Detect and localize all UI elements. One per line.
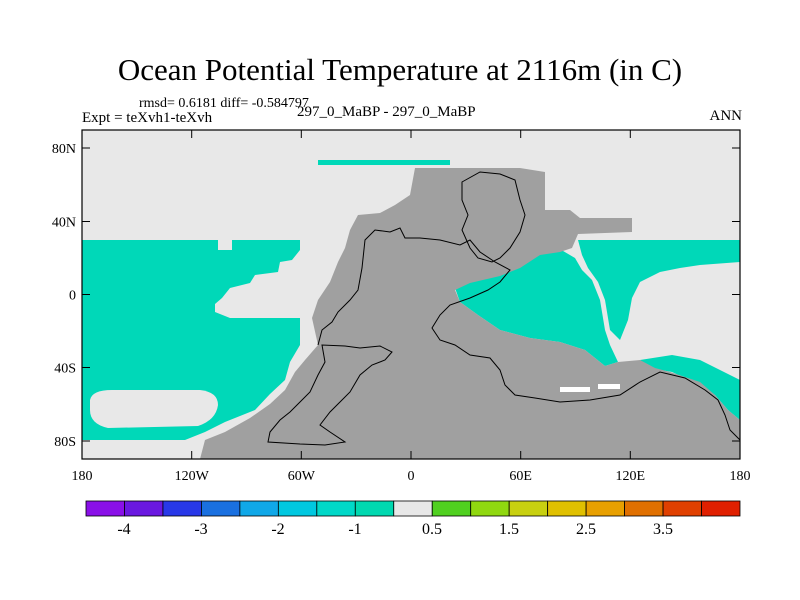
arctic-anomaly-strip [318,160,450,165]
y-tick-label: 40N [52,216,76,231]
colorbar-label: 0.5 [422,521,442,538]
coastline-americas [317,227,741,441]
x-tick-label: 120E [616,469,646,484]
y-tick-label: 80S [54,435,76,450]
colorbar-box [470,500,510,517]
stats-text: rmsd= 0.6181 diff= -0.584797 [139,96,309,111]
colorbar [85,500,741,517]
x-tick-label: 60E [509,469,532,484]
colorbar-box [624,500,664,517]
x-tick-label: 120W [175,469,210,484]
colorbar-box [431,500,472,517]
colorbar-box [239,500,279,517]
gap-2 [598,384,620,389]
colorbar-label: -2 [271,521,284,538]
anomaly-regions [82,160,740,440]
x-tick-label: 0 [408,469,415,484]
colorbar-box [354,500,395,517]
experiment-label: Expt = teXvh1-teXvh [82,110,213,126]
coastline-north [461,171,526,263]
x-tick-label: 180 [730,469,751,484]
colorbar-box [85,500,125,517]
y-tick-label: 40S [54,362,76,377]
colorbar-box [124,500,164,517]
colorbar-box [701,500,741,517]
x-tick-label: 60W [288,469,316,484]
south-pacific-patch [90,390,218,428]
colorbar-box [316,500,356,517]
season-label: ANN [709,108,743,124]
colorbar-box [662,500,702,517]
axis-ticks [81,130,741,459]
indian-ocean-anomaly [455,248,618,366]
y-tick-labels: 80N 40N 0 40S 80S [52,142,76,450]
colorbar-box [508,500,549,517]
colorbar-label: 1.5 [499,521,519,538]
colorbar-label: 3.5 [653,521,673,538]
colorbar-box [277,500,318,517]
colorbar-box [162,500,202,517]
colorbar-label: 2.5 [576,521,596,538]
colorbar-label: -4 [117,521,130,538]
colorbar-box [201,500,241,517]
colorbar-box [393,500,433,517]
colorbar-box [547,500,587,517]
colorbar-label: -1 [348,521,361,538]
coastline-south-america [267,344,393,446]
north-pacific-notch [200,236,300,250]
colorbar-label: -3 [194,521,207,538]
y-tick-label: 0 [69,289,76,304]
colorbar-box [585,500,625,517]
y-tick-label: 80N [52,142,76,157]
comparison-label: 297_0_MaBP - 297_0_MaBP [297,104,476,120]
south-indian-anomaly [640,355,740,420]
x-tick-label: 180 [72,469,93,484]
x-tick-labels: 180 120W 60W 0 60E 120E 180 [72,469,751,484]
gap-1 [560,387,590,392]
colorbar-labels: -4 -3 -2 -1 0.5 1.5 2.5 3.5 [117,521,673,538]
coastlines [267,171,741,446]
chart-title: Ocean Potential Temperature at 2116m (in… [117,52,683,87]
east-indian-anomaly [578,240,740,340]
